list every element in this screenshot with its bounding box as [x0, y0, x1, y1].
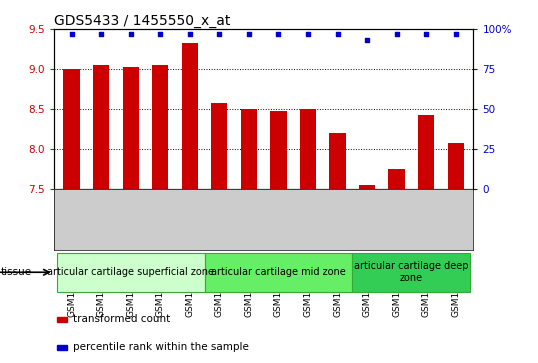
Point: [126, 31, 135, 37]
Bar: [182, 44, 198, 189]
Point: [97, 31, 105, 37]
Bar: [240, 109, 257, 189]
Point: [245, 31, 253, 37]
Text: percentile rank within the sample: percentile rank within the sample: [73, 342, 249, 352]
Bar: [300, 109, 316, 189]
Bar: [448, 143, 464, 189]
Text: tissue: tissue: [1, 267, 32, 277]
Bar: [152, 65, 168, 189]
Point: [215, 31, 224, 37]
Bar: [418, 115, 434, 189]
Bar: [388, 169, 405, 189]
Point: [451, 31, 460, 37]
Text: GDS5433 / 1455550_x_at: GDS5433 / 1455550_x_at: [54, 14, 230, 28]
Point: [67, 31, 76, 37]
FancyBboxPatch shape: [352, 253, 471, 292]
Bar: [211, 103, 228, 189]
Text: articular cartilage mid zone: articular cartilage mid zone: [211, 267, 346, 277]
Point: [303, 31, 312, 37]
Bar: [270, 111, 287, 189]
Bar: [359, 185, 375, 189]
Text: transformed count: transformed count: [73, 314, 170, 324]
Bar: [123, 68, 139, 189]
Point: [422, 31, 430, 37]
Text: articular cartilage superficial zone: articular cartilage superficial zone: [47, 267, 214, 277]
Point: [363, 37, 371, 43]
Point: [156, 31, 165, 37]
Bar: [63, 69, 80, 189]
Bar: [56, 344, 67, 350]
Text: articular cartilage deep
zone: articular cartilage deep zone: [354, 261, 469, 283]
FancyBboxPatch shape: [56, 253, 204, 292]
Bar: [56, 317, 67, 322]
Bar: [329, 133, 345, 189]
Point: [274, 31, 282, 37]
FancyBboxPatch shape: [204, 253, 352, 292]
Point: [392, 31, 401, 37]
Bar: [93, 65, 109, 189]
Point: [186, 31, 194, 37]
Point: [333, 31, 342, 37]
